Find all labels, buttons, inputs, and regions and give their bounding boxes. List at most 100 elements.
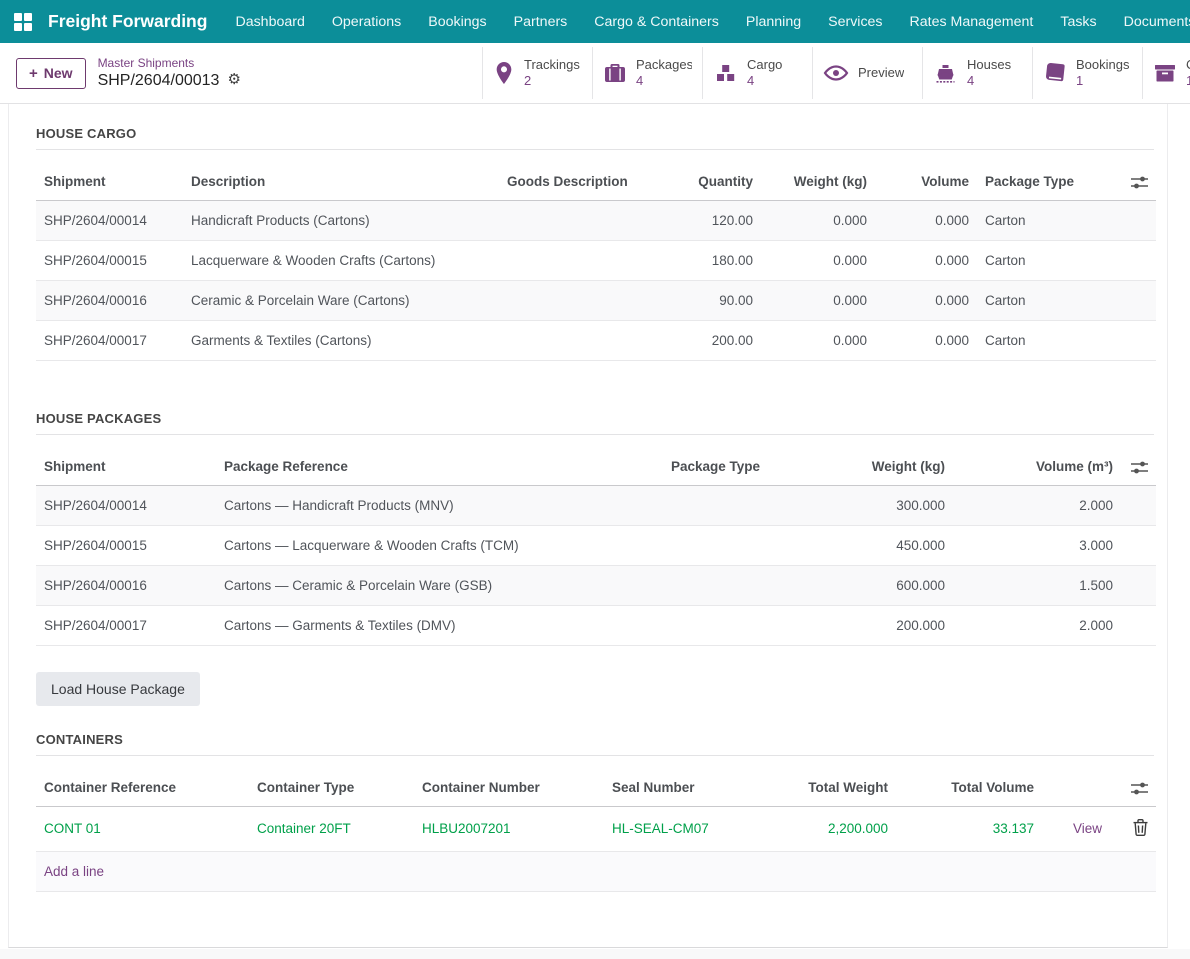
col-goods-description[interactable]: Goods Description xyxy=(499,164,629,200)
record-title: SHP/2604/00013 xyxy=(98,71,220,90)
menu-documents[interactable]: Documents xyxy=(1124,14,1190,30)
menu-planning[interactable]: Planning xyxy=(746,14,801,30)
menu-operations[interactable]: Operations xyxy=(332,14,401,30)
cell-package-reference: Cartons — Ceramic & Porcelain Ware (GSB) xyxy=(216,565,588,605)
house-cargo-row[interactable]: SHP/2604/00016 Ceramic & Porcelain Ware … xyxy=(36,280,1156,320)
suitcase-icon xyxy=(603,61,627,85)
stat-button-packages[interactable]: Packages 4 xyxy=(592,47,702,99)
cell-total-weight: 2,200.000 xyxy=(776,806,896,851)
breadcrumb: Master Shipments SHP/2604/00013 ⚙ xyxy=(98,56,241,90)
col-volume[interactable]: Volume xyxy=(875,164,977,200)
cell-package-type xyxy=(588,565,768,605)
apps-grid-icon[interactable] xyxy=(14,13,32,31)
house-cargo-body: SHP/2604/00014 Handicraft Products (Cart… xyxy=(36,200,1156,360)
col-description[interactable]: Description xyxy=(183,164,499,200)
cell-shipment: SHP/2604/00017 xyxy=(36,320,183,360)
house-cargo-row[interactable]: SHP/2604/00017 Garments & Textiles (Cart… xyxy=(36,320,1156,360)
col-package-reference[interactable]: Package Reference xyxy=(216,449,588,485)
stat-count: 2 xyxy=(524,73,580,89)
col-weight[interactable]: Weight (kg) xyxy=(761,164,875,200)
cell-package-type: Carton xyxy=(977,240,1114,280)
control-panel: + New Master Shipments SHP/2604/00013 ⚙ … xyxy=(0,43,1190,104)
main-menu: Dashboard Operations Bookings Partners C… xyxy=(235,14,1190,30)
add-line-link[interactable]: Add a line xyxy=(44,864,104,879)
house-packages-table: Shipment Package Reference Package Type … xyxy=(36,449,1156,646)
house-package-row[interactable]: SHP/2604/00015 Cartons — Lacquerware & W… xyxy=(36,525,1156,565)
cell-weight: 0.000 xyxy=(761,280,875,320)
stat-button-trackings[interactable]: Trackings 2 xyxy=(482,47,592,99)
cell-shipment: SHP/2604/00016 xyxy=(36,565,216,605)
cell-shipment: SHP/2604/00016 xyxy=(36,280,183,320)
cell-description: Lacquerware & Wooden Crafts (Cartons) xyxy=(183,240,499,280)
stat-count: 4 xyxy=(636,73,692,89)
box-icon xyxy=(1153,61,1177,85)
stat-count: 4 xyxy=(747,73,782,89)
col-weight[interactable]: Weight (kg) xyxy=(768,449,953,485)
cell-package-type: Carton xyxy=(977,200,1114,240)
stat-count: 1 xyxy=(1076,73,1129,89)
col-container-reference[interactable]: Container Reference xyxy=(36,770,249,806)
cell-weight: 600.000 xyxy=(768,565,953,605)
cell-volume: 2.000 xyxy=(953,485,1121,525)
cell-goods-description xyxy=(499,240,629,280)
col-package-type[interactable]: Package Type xyxy=(977,164,1114,200)
containers-body: CONT 01 Container 20FT HLBU2007201 HL-SE… xyxy=(36,806,1156,891)
stat-count: 4 xyxy=(967,73,1011,89)
map-pin-icon xyxy=(493,61,515,85)
container-row[interactable]: CONT 01 Container 20FT HLBU2007201 HL-SE… xyxy=(36,806,1156,851)
house-cargo-table: Shipment Description Goods Description Q… xyxy=(36,164,1156,361)
house-cargo-row[interactable]: SHP/2604/00015 Lacquerware & Wooden Craf… xyxy=(36,240,1156,280)
stat-button-cargo[interactable]: Cargo 4 xyxy=(702,47,812,99)
house-package-row[interactable]: SHP/2604/00014 Cartons — Handicraft Prod… xyxy=(36,485,1156,525)
menu-rates-management[interactable]: Rates Management xyxy=(910,14,1034,30)
house-package-row[interactable]: SHP/2604/00017 Cartons — Garments & Text… xyxy=(36,605,1156,645)
optional-columns-icon[interactable] xyxy=(1131,781,1148,796)
col-package-type[interactable]: Package Type xyxy=(588,449,768,485)
cell-quantity: 200.00 xyxy=(629,320,761,360)
ship-icon xyxy=(933,61,958,85)
cell-quantity: 180.00 xyxy=(629,240,761,280)
house-packages-title: HOUSE PACKAGES xyxy=(36,411,1154,435)
stat-label: Houses xyxy=(967,57,1011,73)
optional-columns-icon[interactable] xyxy=(1131,175,1148,190)
menu-tasks[interactable]: Tasks xyxy=(1060,14,1096,30)
col-container-type[interactable]: Container Type xyxy=(249,770,414,806)
top-navbar: Freight Forwarding Dashboard Operations … xyxy=(0,0,1190,43)
cell-volume: 3.000 xyxy=(953,525,1121,565)
menu-services[interactable]: Services xyxy=(828,14,882,30)
eye-icon xyxy=(823,61,849,85)
stat-button-containers[interactable]: Containers 1 xyxy=(1142,47,1190,99)
stat-label: Containers xyxy=(1186,57,1190,73)
stat-label: Bookings xyxy=(1076,57,1129,73)
col-shipment[interactable]: Shipment xyxy=(36,164,183,200)
trash-icon[interactable] xyxy=(1133,819,1148,836)
cell-quantity: 90.00 xyxy=(629,280,761,320)
new-button-label: New xyxy=(44,65,73,81)
col-seal-number[interactable]: Seal Number xyxy=(604,770,776,806)
breadcrumb-parent-link[interactable]: Master Shipments xyxy=(98,56,241,70)
cell-package-reference: Cartons — Lacquerware & Wooden Crafts (T… xyxy=(216,525,588,565)
cell-shipment: SHP/2604/00014 xyxy=(36,485,216,525)
stat-button-bookings[interactable]: Bookings 1 xyxy=(1032,47,1142,99)
stat-button-houses[interactable]: Houses 4 xyxy=(922,47,1032,99)
load-house-package-button[interactable]: Load House Package xyxy=(36,672,200,706)
stat-label: Cargo xyxy=(747,57,782,73)
gear-icon[interactable]: ⚙ xyxy=(227,71,240,89)
new-button[interactable]: + New xyxy=(16,58,86,89)
menu-dashboard[interactable]: Dashboard xyxy=(235,14,304,30)
menu-bookings[interactable]: Bookings xyxy=(428,14,486,30)
house-package-row[interactable]: SHP/2604/00016 Cartons — Ceramic & Porce… xyxy=(36,565,1156,605)
house-cargo-row[interactable]: SHP/2604/00014 Handicraft Products (Cart… xyxy=(36,200,1156,240)
col-total-weight[interactable]: Total Weight xyxy=(776,770,896,806)
col-container-number[interactable]: Container Number xyxy=(414,770,604,806)
view-link[interactable]: View xyxy=(1073,821,1102,836)
optional-columns-icon[interactable] xyxy=(1131,460,1148,475)
stat-button-preview[interactable]: Preview xyxy=(812,47,922,99)
col-shipment[interactable]: Shipment xyxy=(36,449,216,485)
col-quantity[interactable]: Quantity xyxy=(629,164,761,200)
menu-cargo-containers[interactable]: Cargo & Containers xyxy=(594,14,719,30)
cell-volume: 0.000 xyxy=(875,280,977,320)
menu-partners[interactable]: Partners xyxy=(514,14,568,30)
col-total-volume[interactable]: Total Volume xyxy=(896,770,1042,806)
col-volume[interactable]: Volume (m³) xyxy=(953,449,1121,485)
